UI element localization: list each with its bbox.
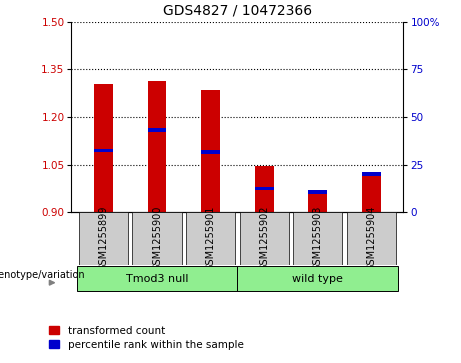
Text: GSM1255899: GSM1255899 bbox=[99, 206, 109, 272]
Bar bbox=[94, 84, 113, 212]
Bar bbox=[148, 81, 166, 212]
Bar bbox=[148, 128, 166, 132]
FancyBboxPatch shape bbox=[79, 212, 128, 265]
Bar bbox=[201, 150, 220, 154]
Legend: transformed count, percentile rank within the sample: transformed count, percentile rank withi… bbox=[49, 326, 243, 350]
Bar bbox=[308, 190, 327, 193]
FancyBboxPatch shape bbox=[347, 212, 396, 265]
FancyBboxPatch shape bbox=[132, 212, 182, 265]
Text: genotype/variation: genotype/variation bbox=[0, 269, 86, 280]
Bar bbox=[201, 90, 220, 212]
FancyBboxPatch shape bbox=[186, 212, 235, 265]
Title: GDS4827 / 10472366: GDS4827 / 10472366 bbox=[163, 4, 312, 18]
Bar bbox=[255, 166, 273, 212]
Text: GSM1255900: GSM1255900 bbox=[152, 206, 162, 272]
Text: Tmod3 null: Tmod3 null bbox=[126, 274, 189, 284]
Bar bbox=[94, 148, 113, 152]
FancyBboxPatch shape bbox=[77, 266, 237, 291]
Text: GSM1255902: GSM1255902 bbox=[259, 206, 269, 272]
Bar bbox=[362, 174, 381, 212]
Text: wild type: wild type bbox=[292, 274, 343, 284]
Bar bbox=[308, 192, 327, 212]
Bar bbox=[255, 187, 273, 191]
FancyBboxPatch shape bbox=[237, 266, 398, 291]
Bar bbox=[362, 172, 381, 176]
FancyBboxPatch shape bbox=[293, 212, 343, 265]
FancyBboxPatch shape bbox=[240, 212, 289, 265]
Text: GSM1255901: GSM1255901 bbox=[206, 206, 216, 272]
Text: GSM1255903: GSM1255903 bbox=[313, 206, 323, 272]
Text: GSM1255904: GSM1255904 bbox=[366, 206, 376, 272]
